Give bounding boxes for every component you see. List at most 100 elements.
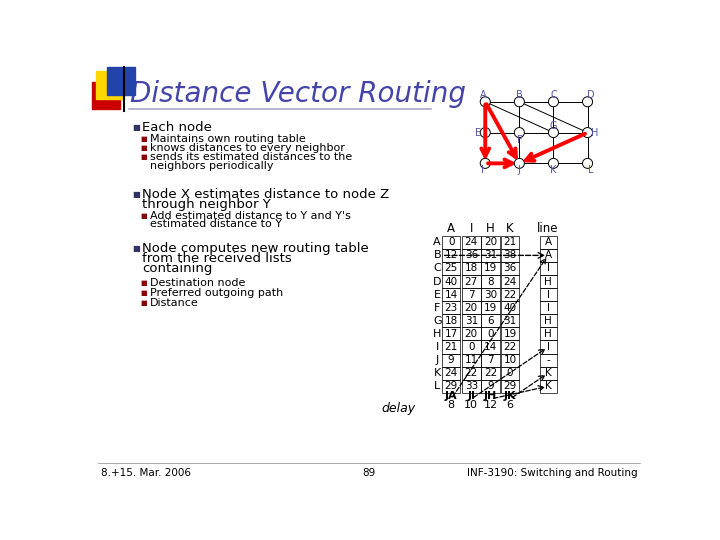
Text: 38: 38 <box>503 251 517 260</box>
Text: H: H <box>486 222 495 235</box>
Text: L: L <box>588 165 593 176</box>
Bar <box>462 340 481 354</box>
Bar <box>539 249 557 262</box>
Text: 21: 21 <box>503 237 517 247</box>
Bar <box>500 314 519 327</box>
Text: 6: 6 <box>507 400 513 410</box>
Text: Node computes new routing table: Node computes new routing table <box>142 241 369 254</box>
Text: 22: 22 <box>484 368 498 378</box>
Text: 31: 31 <box>503 316 517 326</box>
Text: INF-3190: Switching and Routing: INF-3190: Switching and Routing <box>467 468 637 478</box>
Bar <box>96 71 124 99</box>
Bar <box>539 380 557 393</box>
Text: JH: JH <box>484 390 498 401</box>
Bar <box>500 340 519 354</box>
Bar <box>500 288 519 301</box>
Text: ■: ■ <box>140 136 147 141</box>
Bar <box>442 314 461 327</box>
Text: ■: ■ <box>140 154 147 160</box>
Text: 18: 18 <box>444 316 458 326</box>
Bar <box>539 314 557 327</box>
Text: 22: 22 <box>503 342 517 352</box>
Text: Add estimated distance to Y and Y's: Add estimated distance to Y and Y's <box>150 211 351 221</box>
Text: ■: ■ <box>132 124 140 132</box>
Text: 19: 19 <box>484 303 498 313</box>
Text: ■: ■ <box>140 145 147 151</box>
Text: 9: 9 <box>448 355 454 365</box>
Text: B: B <box>433 251 441 260</box>
Text: Distance Vector Routing: Distance Vector Routing <box>130 80 467 108</box>
Text: 0: 0 <box>448 237 454 247</box>
Text: A: A <box>480 90 486 100</box>
Text: K: K <box>544 381 552 391</box>
Text: K: K <box>544 368 552 378</box>
Bar <box>500 262 519 275</box>
Bar <box>462 236 481 249</box>
Text: 7: 7 <box>487 355 494 365</box>
Text: 20: 20 <box>484 237 498 247</box>
Bar <box>500 327 519 340</box>
Text: 12: 12 <box>444 251 458 260</box>
Text: 27: 27 <box>464 276 478 287</box>
Text: J: J <box>518 165 521 176</box>
Text: delay: delay <box>382 402 415 415</box>
Bar <box>539 327 557 340</box>
Bar <box>482 262 500 275</box>
Text: A: A <box>447 222 455 235</box>
Text: 19: 19 <box>503 329 517 339</box>
Bar <box>462 262 481 275</box>
Bar <box>539 367 557 380</box>
Bar <box>442 236 461 249</box>
Circle shape <box>582 97 593 107</box>
Text: A: A <box>544 251 552 260</box>
Text: Destination node: Destination node <box>150 278 245 288</box>
Circle shape <box>514 127 524 138</box>
Bar <box>482 380 500 393</box>
Text: 0: 0 <box>507 368 513 378</box>
Text: F: F <box>434 303 441 313</box>
Text: ■: ■ <box>140 300 147 306</box>
Text: K: K <box>506 222 514 235</box>
Text: 7: 7 <box>468 289 474 300</box>
Bar <box>500 249 519 262</box>
Bar <box>482 327 500 340</box>
Text: 29: 29 <box>444 381 458 391</box>
Bar <box>462 380 481 393</box>
Text: 0: 0 <box>487 329 494 339</box>
Text: 10: 10 <box>503 355 517 365</box>
Bar <box>442 301 461 314</box>
Text: sends its estimated distances to the: sends its estimated distances to the <box>150 152 352 162</box>
Text: I: I <box>546 289 549 300</box>
Text: Preferred outgoing path: Preferred outgoing path <box>150 288 283 298</box>
Text: H: H <box>544 276 552 287</box>
Text: G: G <box>433 316 441 326</box>
Bar <box>482 314 500 327</box>
Bar <box>482 301 500 314</box>
Text: E: E <box>433 289 441 300</box>
Text: G: G <box>549 120 557 131</box>
Text: H: H <box>433 329 441 339</box>
Text: 24: 24 <box>503 276 517 287</box>
Text: Each node: Each node <box>142 122 212 134</box>
Bar <box>462 367 481 380</box>
Text: 11: 11 <box>464 355 478 365</box>
Text: 36: 36 <box>503 264 517 273</box>
Text: 36: 36 <box>464 251 478 260</box>
Text: -: - <box>546 355 550 365</box>
Text: 12: 12 <box>484 400 498 410</box>
Bar <box>92 82 120 110</box>
Text: Node X estimates distance to node Z: Node X estimates distance to node Z <box>142 188 390 201</box>
Text: 0: 0 <box>468 342 474 352</box>
Text: 20: 20 <box>464 329 478 339</box>
Text: 40: 40 <box>444 276 458 287</box>
Circle shape <box>480 127 490 138</box>
Bar <box>539 262 557 275</box>
Circle shape <box>514 158 524 168</box>
Bar <box>500 301 519 314</box>
Text: estimated distance to Y: estimated distance to Y <box>150 219 282 229</box>
Text: JA: JA <box>445 390 457 401</box>
Text: 25: 25 <box>444 264 458 273</box>
Text: from the received lists: from the received lists <box>142 252 292 265</box>
Bar <box>462 327 481 340</box>
Bar <box>482 340 500 354</box>
